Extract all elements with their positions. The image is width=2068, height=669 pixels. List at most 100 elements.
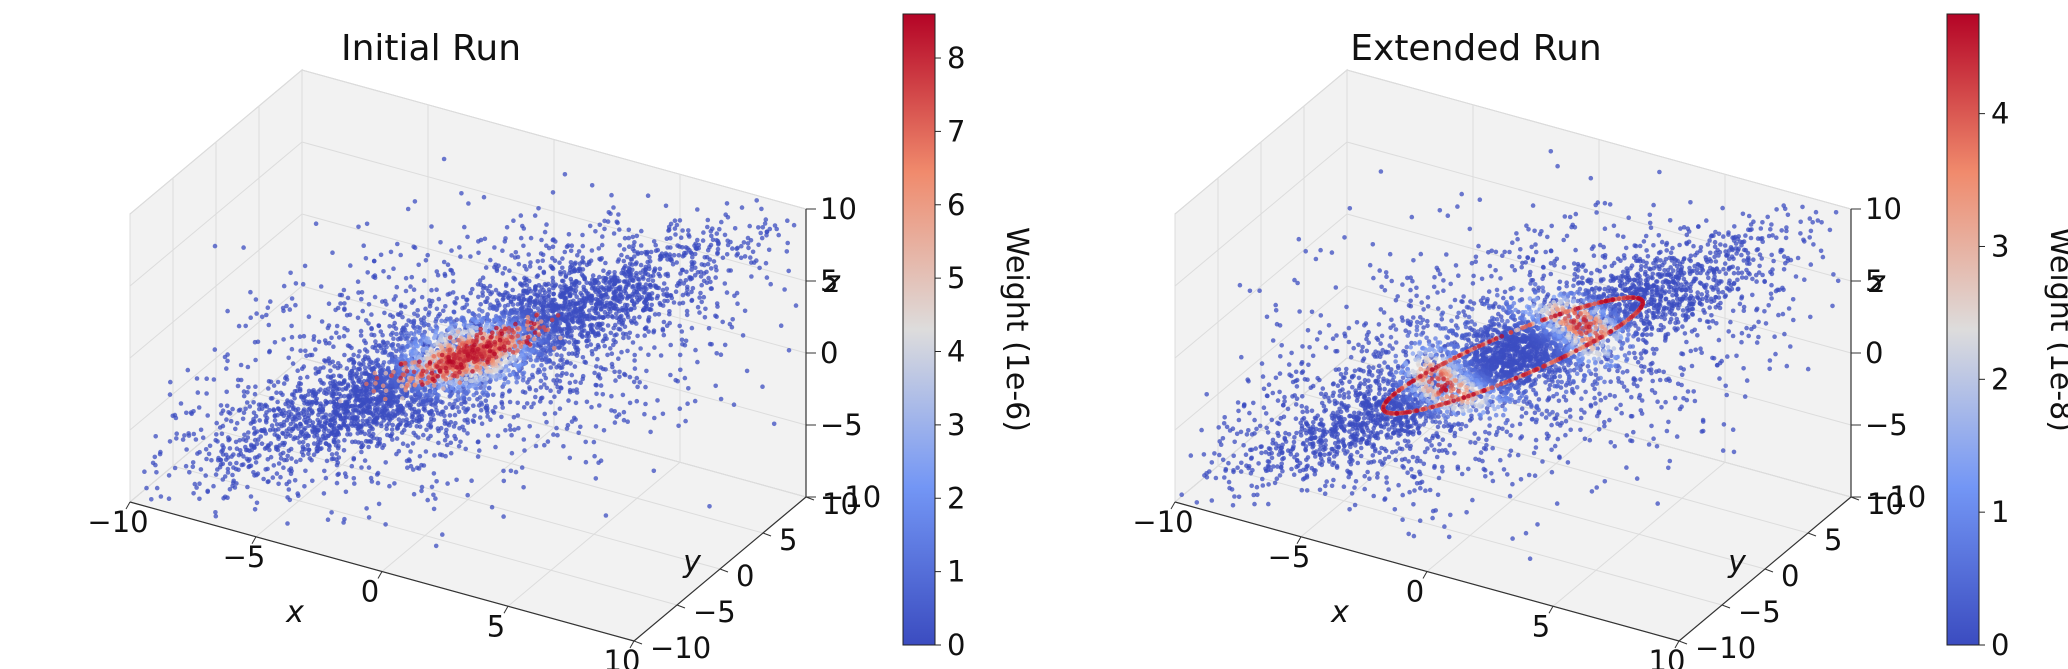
data-point <box>178 401 184 406</box>
data-point <box>186 433 192 438</box>
data-point <box>236 323 242 329</box>
y-tick-label: 10 <box>822 487 859 521</box>
data-point <box>319 319 325 324</box>
data-point <box>575 319 580 324</box>
data-point <box>573 260 578 266</box>
data-point <box>622 235 628 241</box>
data-point <box>373 339 378 344</box>
data-point <box>301 412 307 418</box>
data-point <box>487 385 492 391</box>
data-point <box>411 491 417 497</box>
data-point <box>254 500 260 506</box>
data-point <box>474 319 479 325</box>
data-point <box>257 418 263 423</box>
data-point <box>508 468 514 474</box>
data-point <box>305 433 311 438</box>
data-point <box>564 371 569 377</box>
data-point <box>510 371 515 377</box>
data-point <box>583 288 588 294</box>
data-point <box>756 225 761 230</box>
data-point <box>364 396 370 401</box>
data-point <box>600 338 606 344</box>
data-point <box>485 369 491 375</box>
data-point <box>298 457 303 463</box>
data-point <box>480 290 485 295</box>
data-point <box>612 369 617 375</box>
data-point <box>557 378 563 384</box>
data-point <box>457 245 462 250</box>
data-point <box>268 379 274 385</box>
data-point <box>591 439 597 445</box>
data-point <box>276 481 281 487</box>
data-point <box>631 379 637 385</box>
data-point <box>295 406 301 412</box>
data-point <box>393 326 399 331</box>
data-point <box>301 333 307 339</box>
data-point <box>551 291 556 297</box>
data-point <box>425 252 431 258</box>
data-point <box>759 235 765 241</box>
data-point <box>364 349 370 354</box>
data-point <box>374 472 380 477</box>
x-tick-label: 0 <box>361 575 379 609</box>
data-point <box>593 229 598 234</box>
data-point <box>247 404 253 409</box>
data-point <box>652 345 657 350</box>
data-point <box>245 364 251 370</box>
data-point <box>711 259 717 264</box>
data-point <box>233 439 239 445</box>
data-point <box>695 359 700 365</box>
data-point <box>466 396 472 402</box>
data-point <box>537 340 543 345</box>
data-point <box>235 383 241 389</box>
data-point <box>435 272 441 278</box>
data-point <box>559 327 565 332</box>
data-point <box>434 316 439 322</box>
data-point <box>432 453 437 458</box>
data-point <box>502 266 508 271</box>
data-point <box>288 270 293 276</box>
data-point <box>589 248 595 253</box>
data-point <box>351 359 357 365</box>
data-point <box>560 256 565 261</box>
data-point <box>251 410 257 416</box>
data-point <box>686 386 691 391</box>
data-point <box>710 237 716 243</box>
data-point <box>519 465 525 470</box>
data-point <box>540 311 546 317</box>
data-point <box>502 239 508 244</box>
data-point <box>416 408 422 414</box>
data-point <box>760 384 765 390</box>
data-point <box>673 377 678 383</box>
data-point <box>553 239 558 244</box>
data-point <box>343 474 349 480</box>
data-point <box>532 213 538 218</box>
data-point <box>544 419 549 425</box>
data-point <box>369 312 374 317</box>
data-point <box>334 462 340 468</box>
data-point <box>551 361 556 366</box>
data-point <box>694 246 699 252</box>
data-point <box>784 249 790 254</box>
data-point <box>703 306 708 312</box>
data-point <box>641 276 646 281</box>
data-point <box>204 391 209 396</box>
data-point <box>370 344 376 350</box>
data-point <box>500 297 506 302</box>
data-point <box>704 280 710 286</box>
data-point <box>700 238 706 243</box>
y-tick-label: 0 <box>736 559 754 593</box>
data-point <box>371 258 377 264</box>
data-point <box>459 191 464 196</box>
data-point <box>543 356 548 362</box>
data-point <box>580 355 586 360</box>
data-point <box>686 232 691 237</box>
data-point <box>453 301 458 306</box>
data-point <box>661 281 667 286</box>
data-point <box>708 266 714 271</box>
data-point <box>224 403 230 409</box>
data-point <box>592 278 598 283</box>
data-point <box>295 491 301 496</box>
data-point <box>259 441 265 447</box>
y-tick-label: −5 <box>693 595 736 629</box>
